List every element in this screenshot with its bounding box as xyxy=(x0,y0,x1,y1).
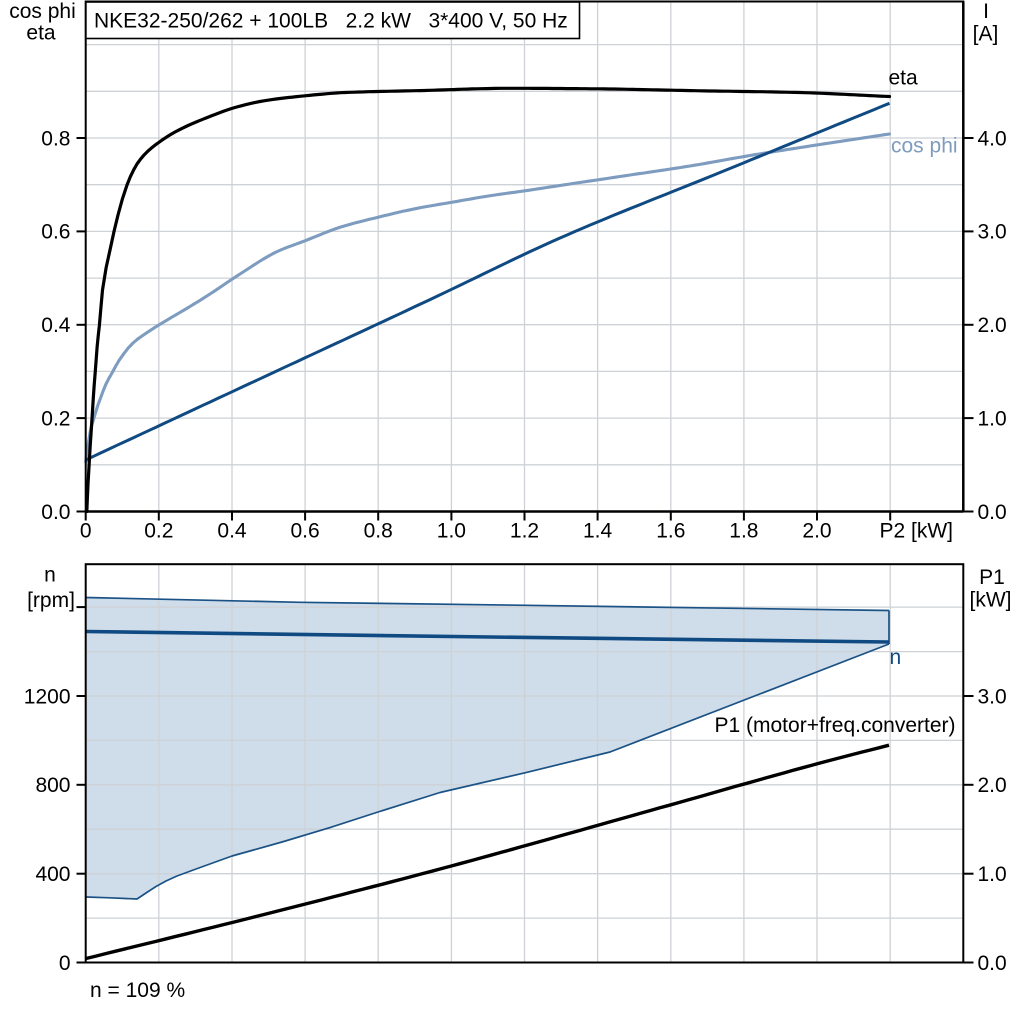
svg-text:0.4: 0.4 xyxy=(217,520,247,543)
svg-text:[A]: [A] xyxy=(973,23,999,46)
svg-text:2.0: 2.0 xyxy=(978,774,1007,797)
svg-text:0.6: 0.6 xyxy=(41,221,70,244)
svg-text:800: 800 xyxy=(35,774,70,797)
svg-text:400: 400 xyxy=(35,863,70,886)
svg-text:1.2: 1.2 xyxy=(510,520,539,543)
svg-text:0.2: 0.2 xyxy=(144,520,173,543)
svg-text:P1: P1 xyxy=(979,566,1005,589)
svg-text:0.6: 0.6 xyxy=(290,520,319,543)
svg-text:1.6: 1.6 xyxy=(656,520,685,543)
svg-text:NKE32-250/262 + 100LB 2.2 kW: NKE32-250/262 + 100LB 2.2 kW 3*400 V, 50… xyxy=(94,10,568,33)
svg-text:[kW]: [kW] xyxy=(970,589,1012,612)
svg-text:1.0: 1.0 xyxy=(978,863,1007,886)
svg-text:0.8: 0.8 xyxy=(41,127,70,150)
svg-text:P1 (motor+freq.converter): P1 (motor+freq.converter) xyxy=(715,714,956,737)
svg-text:1.8: 1.8 xyxy=(729,520,758,543)
svg-text:1200: 1200 xyxy=(24,685,71,708)
svg-text:0.4: 0.4 xyxy=(41,314,71,337)
svg-text:P2 [kW]: P2 [kW] xyxy=(880,520,954,543)
svg-text:cos phi: cos phi xyxy=(9,0,76,23)
svg-text:eta: eta xyxy=(889,67,919,90)
svg-text:2.0: 2.0 xyxy=(978,314,1007,337)
svg-text:1.0: 1.0 xyxy=(978,407,1007,430)
svg-text:n = 109 %: n = 109 % xyxy=(90,979,185,1002)
svg-text:I: I xyxy=(983,0,989,23)
svg-text:0.8: 0.8 xyxy=(364,520,393,543)
svg-text:1.0: 1.0 xyxy=(437,520,466,543)
svg-text:0.0: 0.0 xyxy=(978,501,1007,524)
svg-text:1.4: 1.4 xyxy=(583,520,613,543)
svg-text:[rpm]: [rpm] xyxy=(27,589,75,612)
svg-text:0: 0 xyxy=(80,520,92,543)
svg-text:0.0: 0.0 xyxy=(978,952,1007,975)
svg-text:eta: eta xyxy=(26,22,56,45)
svg-text:0.0: 0.0 xyxy=(41,501,70,524)
svg-text:3.0: 3.0 xyxy=(978,685,1007,708)
svg-text:n: n xyxy=(44,564,56,587)
svg-text:0: 0 xyxy=(59,952,71,975)
svg-text:3.0: 3.0 xyxy=(978,221,1007,244)
svg-text:2.0: 2.0 xyxy=(802,520,831,543)
svg-text:4.0: 4.0 xyxy=(978,127,1007,150)
svg-text:n: n xyxy=(890,646,902,669)
svg-text:cos phi: cos phi xyxy=(891,135,958,158)
svg-text:0.2: 0.2 xyxy=(41,407,70,430)
